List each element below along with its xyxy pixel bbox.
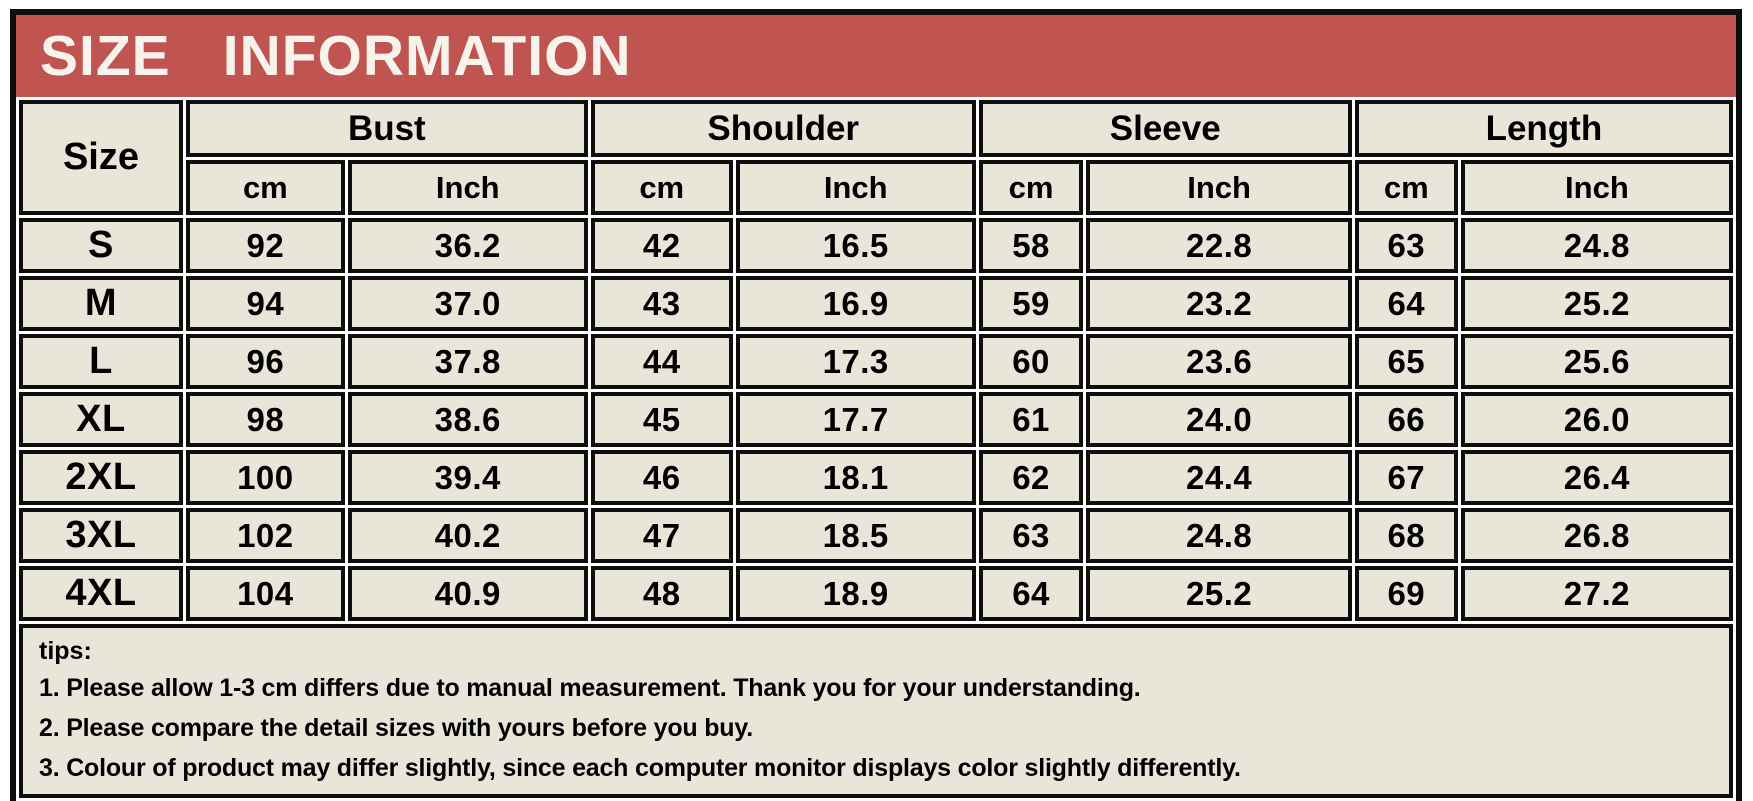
- tips-row: tips: 1. Please allow 1-3 cm differs due…: [19, 624, 1733, 798]
- table-row-s: S 92 36.2 42 16.5 58 22.8 63 24.8: [19, 218, 1733, 273]
- value-cell: 100: [185, 450, 345, 505]
- value-cell: 16.9: [735, 276, 976, 331]
- value-cell: 18.9: [735, 566, 976, 621]
- title-bar: SIZE INFORMATION: [16, 15, 1736, 97]
- table-row-m: M 94 37.0 43 16.9 59 23.2 64 25.2: [19, 276, 1733, 331]
- value-cell: 18.1: [735, 450, 976, 505]
- column-group-sleeve: Sleeve: [978, 100, 1352, 157]
- value-cell: 58: [978, 218, 1084, 273]
- size-cell: 3XL: [19, 508, 183, 563]
- value-cell: 102: [185, 508, 345, 563]
- value-cell: 37.0: [347, 276, 588, 331]
- value-cell: 66: [1354, 392, 1458, 447]
- value-cell: 18.5: [735, 508, 976, 563]
- tip-line-2: 2. Please compare the detail sizes with …: [39, 714, 753, 742]
- table-row-3xl: 3XL 102 40.2 47 18.5 63 24.8 68 26.8: [19, 508, 1733, 563]
- page-title-word-size: SIZE: [40, 24, 171, 88]
- value-cell: 26.0: [1460, 392, 1733, 447]
- value-cell: 24.4: [1086, 450, 1352, 505]
- value-cell: 16.5: [735, 218, 976, 273]
- value-cell: 24.0: [1086, 392, 1352, 447]
- size-chart-panel: SIZE INFORMATION Size Bust Shoulder Sleev…: [10, 9, 1742, 801]
- unit-header-shoulder-inch: Inch: [735, 160, 976, 215]
- value-cell: 43: [590, 276, 733, 331]
- tip-line-1: 1. Please allow 1-3 cm differs due to ma…: [39, 674, 1141, 702]
- value-cell: 17.3: [735, 334, 976, 389]
- tips-section: tips: 1. Please allow 1-3 cm differs due…: [19, 624, 1733, 798]
- unit-header-length-cm: cm: [1354, 160, 1458, 215]
- tips-heading: tips:: [39, 637, 92, 665]
- value-cell: 98: [185, 392, 345, 447]
- value-cell: 45: [590, 392, 733, 447]
- value-cell: 36.2: [347, 218, 588, 273]
- value-cell: 26.8: [1460, 508, 1733, 563]
- value-cell: 104: [185, 566, 345, 621]
- value-cell: 64: [1354, 276, 1458, 331]
- value-cell: 96: [185, 334, 345, 389]
- value-cell: 46: [590, 450, 733, 505]
- value-cell: 27.2: [1460, 566, 1733, 621]
- size-cell: M: [19, 276, 183, 331]
- table-row-xl: XL 98 38.6 45 17.7 61 24.0 66 26.0: [19, 392, 1733, 447]
- column-group-length: Length: [1354, 100, 1733, 157]
- size-cell: S: [19, 218, 183, 273]
- value-cell: 25.2: [1460, 276, 1733, 331]
- column-group-shoulder: Shoulder: [590, 100, 976, 157]
- value-cell: 92: [185, 218, 345, 273]
- size-cell: L: [19, 334, 183, 389]
- tip-line-3: 3. Colour of product may differ slightly…: [39, 754, 1241, 782]
- value-cell: 22.8: [1086, 218, 1352, 273]
- value-cell: 68: [1354, 508, 1458, 563]
- unit-header-row: cm Inch cm Inch cm Inch cm Inch: [19, 160, 1733, 215]
- value-cell: 25.6: [1460, 334, 1733, 389]
- value-cell: 42: [590, 218, 733, 273]
- value-cell: 59: [978, 276, 1084, 331]
- value-cell: 48: [590, 566, 733, 621]
- value-cell: 17.7: [735, 392, 976, 447]
- value-cell: 64: [978, 566, 1084, 621]
- value-cell: 60: [978, 334, 1084, 389]
- table-row-4xl: 4XL 104 40.9 48 18.9 64 25.2 69 27.2: [19, 566, 1733, 621]
- value-cell: 62: [978, 450, 1084, 505]
- value-cell: 24.8: [1460, 218, 1733, 273]
- value-cell: 94: [185, 276, 345, 331]
- value-cell: 38.6: [347, 392, 588, 447]
- size-cell: XL: [19, 392, 183, 447]
- value-cell: 61: [978, 392, 1084, 447]
- unit-header-sleeve-cm: cm: [978, 160, 1084, 215]
- unit-header-bust-inch: Inch: [347, 160, 588, 215]
- unit-header-sleeve-inch: Inch: [1086, 160, 1352, 215]
- value-cell: 23.2: [1086, 276, 1352, 331]
- value-cell: 69: [1354, 566, 1458, 621]
- column-header-size: Size: [19, 100, 183, 215]
- value-cell: 47: [590, 508, 733, 563]
- value-cell: 24.8: [1086, 508, 1352, 563]
- group-header-row: Size Bust Shoulder Sleeve Length: [19, 100, 1733, 215]
- value-cell: 44: [590, 334, 733, 389]
- table-row-2xl: 2XL 100 39.4 46 18.1 62 24.4 67 26.4: [19, 450, 1733, 505]
- value-cell: 63: [978, 508, 1084, 563]
- unit-header-bust-cm: cm: [185, 160, 345, 215]
- value-cell: 23.6: [1086, 334, 1352, 389]
- value-cell: 40.9: [347, 566, 588, 621]
- value-cell: 26.4: [1460, 450, 1733, 505]
- column-group-bust: Bust: [185, 100, 588, 157]
- size-table: Size Bust Shoulder Sleeve Length cm Inch…: [16, 97, 1736, 801]
- value-cell: 63: [1354, 218, 1458, 273]
- value-cell: 65: [1354, 334, 1458, 389]
- unit-header-shoulder-cm: cm: [590, 160, 733, 215]
- size-cell: 2XL: [19, 450, 183, 505]
- table-row-l: L 96 37.8 44 17.3 60 23.6 65 25.6: [19, 334, 1733, 389]
- value-cell: 37.8: [347, 334, 588, 389]
- value-cell: 40.2: [347, 508, 588, 563]
- value-cell: 25.2: [1086, 566, 1352, 621]
- value-cell: 39.4: [347, 450, 588, 505]
- page-title-word-information: INFORMATION: [222, 24, 632, 88]
- size-cell: 4XL: [19, 566, 183, 621]
- unit-header-length-inch: Inch: [1460, 160, 1733, 215]
- value-cell: 67: [1354, 450, 1458, 505]
